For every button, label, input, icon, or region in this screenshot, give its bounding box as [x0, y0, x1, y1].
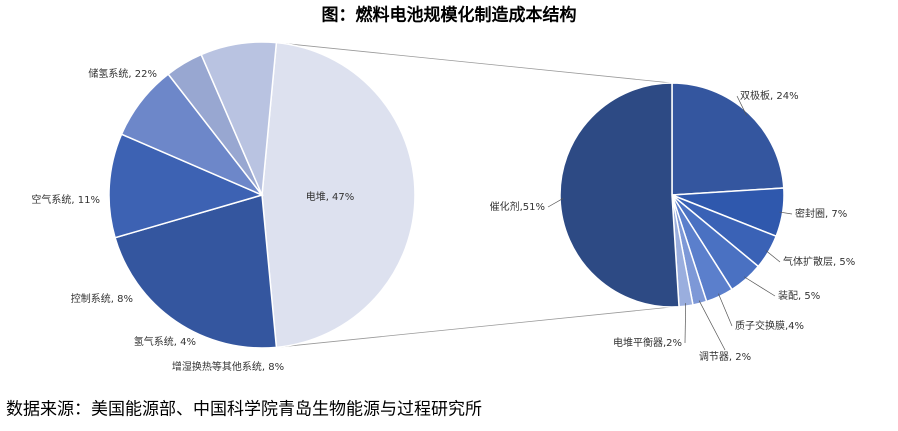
data-label: 空气系统, 11%: [31, 193, 100, 206]
data-label: 增湿换热等其他系统, 8%: [172, 360, 284, 373]
data-label: 密封圈, 7%: [795, 207, 847, 220]
data-label: 装配, 5%: [778, 289, 820, 302]
connector-line: [276, 306, 673, 348]
chart-title: 图：燃料电池规模化制造成本结构: [322, 5, 577, 26]
connector-line: [276, 42, 673, 84]
pie-slice: [261, 41, 416, 349]
source-note: 数据来源：美国能源部、中国科学院青岛生物能源与过程研究所: [6, 400, 482, 420]
leader-line: [547, 198, 564, 208]
data-label: 双极板, 24%: [740, 89, 799, 102]
data-label: 质子交换膜,4%: [735, 319, 804, 332]
data-label: 储氢系统, 22%: [88, 67, 157, 80]
pie-slice: [559, 82, 680, 308]
data-label: 调节器, 2%: [699, 351, 751, 363]
data-label: 控制系统, 8%: [71, 292, 133, 305]
pie-slice: [200, 41, 278, 196]
data-label: 电堆, 47%: [306, 190, 355, 203]
leader-line: [736, 95, 747, 116]
leader-line: [743, 276, 776, 297]
pie-slice: [671, 82, 785, 196]
data-label: 氢气系统, 4%: [134, 335, 196, 348]
data-label: 电堆平衡器,2%: [613, 336, 682, 349]
leader-line: [718, 293, 733, 327]
leader-line: [684, 303, 687, 344]
pie-slice: [108, 133, 265, 239]
data-label: 气体扩散层, 5%: [783, 255, 855, 268]
pie-slice: [114, 194, 278, 349]
leader-line: [698, 300, 726, 351]
leader-line: [779, 211, 793, 215]
data-label: 催化剂,51%: [490, 200, 545, 213]
leader-line: [765, 250, 781, 263]
